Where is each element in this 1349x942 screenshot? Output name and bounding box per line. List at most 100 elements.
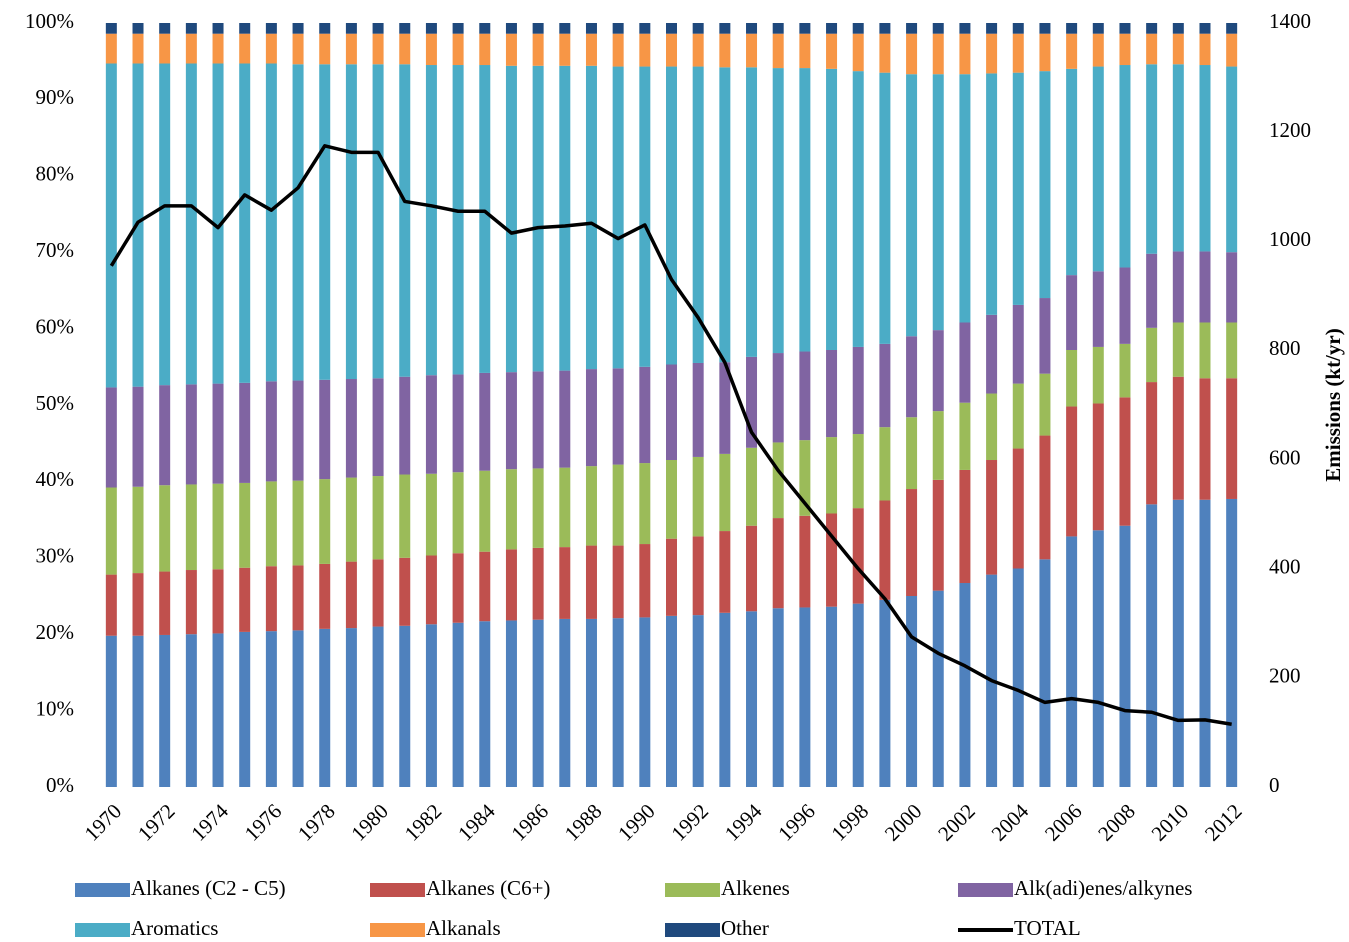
bar-segment [1226,322,1238,379]
y-tick-label: 100% [25,9,74,33]
bar-segment [212,383,224,484]
bar-segment [425,555,437,625]
bar-segment [239,567,251,632]
bar-segment [826,606,838,787]
bar-segment [105,33,117,64]
bar-segment [1066,536,1078,787]
bar-segment [372,476,384,560]
bar-segment [692,23,704,34]
bar-segment [1012,383,1024,449]
legend-swatch [370,883,425,897]
bar-segment [612,618,624,787]
bar-segment [399,33,411,65]
bar-segment [185,634,197,787]
bar-segment [1092,403,1104,531]
bar-segment [612,464,624,546]
bar-segment [559,33,571,66]
bar-segment [986,393,998,461]
bar-segment [345,561,357,629]
legend-label: Alkenes [721,876,790,900]
bar-segment [185,384,197,485]
y2-tick-label: 1200 [1269,118,1311,142]
bar-segment [879,23,891,34]
bar-segment [319,563,331,629]
bar-segment [479,551,491,622]
bar-segment [105,387,117,488]
bar-segment [399,64,411,377]
bar-segment [132,33,144,64]
bar-segment [986,23,998,34]
bar-segment [292,565,304,631]
bar-segment [959,583,971,787]
bar-segment [1199,322,1211,379]
bar-segment [1199,23,1211,34]
bar-segment [799,68,811,352]
bar-segment [639,463,651,545]
bar-segment [1012,23,1024,34]
bar-segment [212,633,224,787]
bar-segment [1039,23,1051,34]
bar-segment [265,631,277,787]
bar-segment [1119,343,1131,398]
bar-segment [879,72,891,344]
bar-segment [345,23,357,34]
bar-segment [1012,72,1024,305]
x-tick-label: 2004 [987,799,1034,846]
bar-segment [1066,406,1078,537]
bar-segment [772,68,784,354]
bar-segment [746,611,758,787]
y-tick-label: 80% [36,162,75,186]
bar-segment [799,440,811,516]
bar-segment [479,470,491,552]
bar-segment [505,620,517,787]
y2-tick-label: 1000 [1269,227,1311,251]
bar-segment [1199,499,1211,787]
bar-segment [159,571,171,635]
bar-segment [906,336,918,418]
bar-segment [986,73,998,315]
bar-segment [132,635,144,787]
bar-segment [639,66,651,367]
x-tick-label: 1982 [400,799,447,846]
bar-segment [746,33,758,68]
bar-segment [932,411,944,480]
bar-segment [239,482,251,568]
bar-segment [292,630,304,787]
bar-segment [1199,33,1211,66]
bar-segment [292,380,304,481]
bar-segment [612,545,624,619]
y2-tick-label: 200 [1269,664,1301,688]
legend-label: TOTAL [1014,916,1081,940]
bar-segment [1066,23,1078,34]
bar-segment [345,33,357,65]
bar-segment [746,23,758,34]
bar-segment [425,375,437,474]
bar-segment [799,351,811,441]
bar-segment [932,23,944,34]
bar-segment [1146,23,1158,34]
bar-segment [239,63,251,383]
bar-segment [532,547,544,620]
bar-segment [906,33,918,75]
bar-segment [265,381,277,482]
bar-segment [105,574,117,636]
bar-segment [879,427,891,501]
bar-segment [1066,33,1078,69]
bar-segment [1092,66,1104,272]
x-tick-label: 1976 [240,799,287,846]
bar-segment [932,590,944,787]
legend-swatch [665,883,720,897]
bar-segment [639,544,651,618]
bar-segment [666,364,677,461]
bar-segment [505,372,517,470]
bar-segment [932,33,944,75]
bar-segment [425,473,437,556]
bar-segment [399,376,411,475]
bar-segment [906,417,918,490]
x-tick-label: 2006 [1040,799,1087,846]
bar-segment [1066,68,1078,276]
bar-segment [1119,33,1131,66]
bar-segment [452,23,464,34]
bar-segment [319,628,331,787]
